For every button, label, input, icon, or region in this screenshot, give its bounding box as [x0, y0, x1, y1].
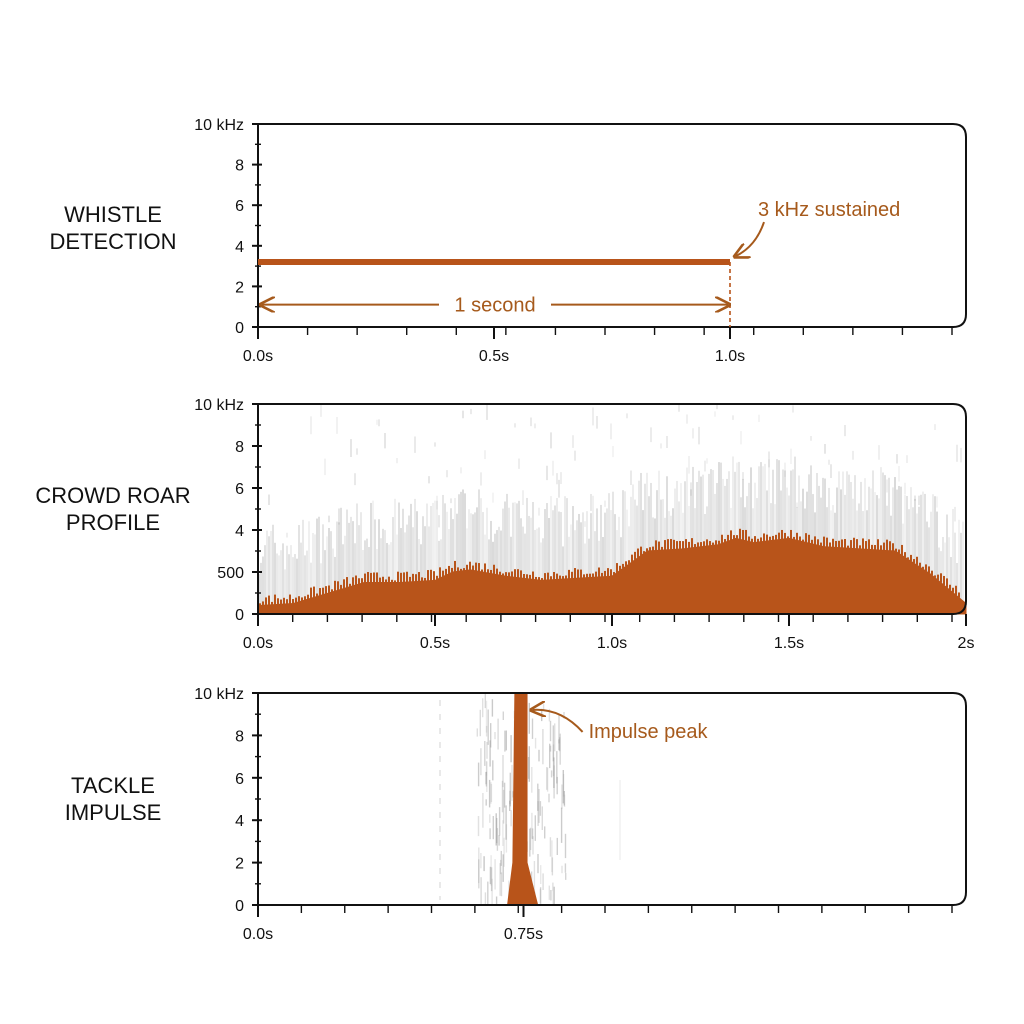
x-tick-label: 0.0s — [243, 348, 273, 365]
x-tick-label: 0.0s — [243, 926, 273, 943]
y-tick-label: 4 — [235, 523, 244, 540]
y-tick-label: 0 — [235, 607, 244, 624]
x-tick-label: 1.0s — [597, 635, 627, 652]
annotation-arrow — [736, 221, 765, 256]
panel-crowd-roar: CROWD ROAR PROFILE 0 500 4 6 8 10 kHz 0.0s 0.5… — [35, 397, 974, 652]
annotation-label: Impulse peak — [589, 721, 709, 743]
x-tick-label: 2s — [958, 635, 975, 652]
x-axis: 0.0s 0.5s 1.0s 1.5s 2s — [243, 613, 975, 652]
x-tick-label: 0.5s — [420, 635, 450, 652]
y-tick-label: 6 — [235, 198, 244, 215]
y-tick-label: 6 — [235, 771, 244, 788]
x-tick-label: 0.75s — [504, 926, 543, 943]
series-marks — [258, 259, 731, 327]
y-tick-label: 8 — [235, 439, 244, 456]
panel-title-line-2: DETECTION — [49, 229, 176, 254]
panel-title-line-2: IMPULSE — [65, 800, 162, 825]
y-tick-label: 10 kHz — [194, 686, 244, 703]
annotations: Impulse peak — [533, 710, 709, 743]
panel-whistle: WHISTLE DETECTION 0 2 4 6 8 10 kHz 0.0s 0.5s 1.… — [49, 117, 967, 365]
y-tick-label: 8 — [235, 158, 244, 175]
x-tick-label: 1.0s — [715, 348, 745, 365]
x-axis: 0.0s 0.5s 1.0s — [243, 326, 954, 365]
x-tick-label: 1.5s — [774, 635, 804, 652]
y-tick-label: 4 — [235, 239, 244, 256]
x-tick-label: 0.0s — [243, 635, 273, 652]
panel-title-line-1: WHISTLE — [64, 202, 162, 227]
y-tick-label: 10 kHz — [194, 117, 244, 134]
y-tick-label: 4 — [235, 813, 244, 830]
y-axis: 0 2 4 6 8 10 kHz — [194, 117, 262, 337]
panel-title-line-1: CROWD ROAR — [35, 483, 190, 508]
y-axis: 0 2 4 6 8 10 kHz — [194, 686, 262, 915]
y-tick-label: 2 — [235, 279, 244, 296]
duration-label: 1 second — [454, 295, 535, 317]
panel-tackle-impulse: TACKLE IMPULSE 0 2 4 6 8 10 kHz 0.0s 0.75s Imp… — [65, 686, 967, 943]
annotations: 3 kHz sustained 1 second — [262, 199, 900, 317]
plot-frame — [258, 692, 967, 906]
y-tick-label: 2 — [235, 856, 244, 873]
x-axis: 0.0s 0.75s — [243, 904, 954, 943]
plot-frame — [258, 123, 967, 328]
series-marks — [257, 528, 967, 615]
annotation-arrow — [533, 710, 584, 733]
y-axis: 0 500 4 6 8 10 kHz — [194, 397, 262, 624]
annotation-label: 3 kHz sustained — [758, 199, 900, 221]
panel-title-line-1: TACKLE — [71, 773, 155, 798]
y-tick-label: 0 — [235, 320, 244, 337]
x-tick-label: 0.5s — [479, 348, 509, 365]
y-tick-label: 8 — [235, 728, 244, 745]
y-tick-label: 6 — [235, 481, 244, 498]
y-tick-label: 500 — [217, 565, 244, 582]
plot-frame — [258, 403, 967, 615]
y-tick-label: 10 kHz — [194, 397, 244, 414]
panel-title-line-2: PROFILE — [66, 510, 160, 535]
y-tick-label: 0 — [235, 898, 244, 915]
